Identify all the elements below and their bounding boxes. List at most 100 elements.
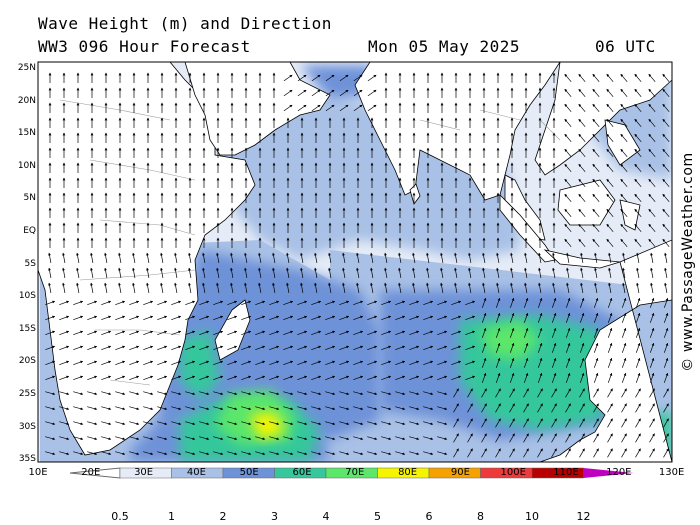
direction-arrow [283, 421, 294, 426]
direction-arrow [580, 252, 584, 263]
direction-arrow [115, 300, 126, 306]
direction-arrow [115, 315, 126, 321]
direction-arrow [537, 418, 543, 428]
direction-arrow [272, 267, 276, 278]
direction-arrow [202, 282, 206, 293]
direction-arrow [551, 403, 557, 413]
direction-arrow [592, 73, 600, 83]
legend-tick: 3 [271, 510, 278, 523]
direction-arrow [608, 252, 612, 263]
direction-arrow [495, 327, 501, 338]
direction-arrow [437, 345, 448, 351]
direction-arrow [367, 421, 378, 426]
direction-arrow [101, 391, 112, 396]
direction-arrow [272, 252, 276, 263]
direction-arrow [199, 375, 210, 381]
direction-arrow [510, 267, 514, 278]
direction-arrow [241, 375, 252, 381]
direction-arrow [395, 421, 406, 426]
direction-arrow [213, 451, 224, 456]
direction-arrow [297, 391, 308, 396]
direction-arrow [495, 418, 501, 428]
legend-tick: 1 [168, 510, 175, 523]
direction-arrow [213, 436, 224, 441]
lat-label: 5N [23, 193, 36, 204]
direction-arrow [300, 282, 304, 293]
direction-arrow [157, 375, 168, 381]
direction-arrow [73, 315, 84, 321]
lat-label: 25S [18, 389, 36, 399]
direction-arrow [339, 421, 350, 426]
direction-arrow [565, 448, 571, 458]
direction-arrow [551, 297, 557, 308]
direction-arrow [537, 372, 543, 383]
direction-arrow [339, 345, 350, 351]
lon-label: 50E [239, 467, 259, 478]
direction-arrow [467, 448, 473, 458]
direction-arrow [649, 388, 655, 398]
direction-arrow [578, 193, 586, 203]
direction-arrow [353, 436, 364, 441]
direction-arrow [650, 252, 654, 263]
direction-arrow [565, 342, 571, 353]
direction-arrow [621, 372, 627, 383]
direction-arrow [283, 360, 294, 366]
lon-label: 100E [500, 467, 526, 478]
lon-label: 10E [28, 467, 48, 478]
direction-arrow [578, 208, 586, 218]
direction-arrow [230, 252, 234, 263]
direction-arrow [495, 297, 501, 308]
direction-arrow [241, 451, 252, 456]
direction-arrow [565, 372, 571, 383]
direction-arrow [636, 282, 640, 293]
direction-arrow [606, 88, 614, 98]
direction-arrow [241, 436, 252, 441]
direction-arrow [437, 375, 448, 381]
direction-arrow [311, 406, 322, 411]
direction-arrow [185, 436, 196, 441]
direction-arrow [227, 360, 238, 366]
direction-arrow [45, 436, 56, 441]
direction-arrow [146, 252, 150, 263]
direction-arrow [353, 375, 364, 381]
direction-arrow [606, 73, 614, 83]
direction-arrow [297, 104, 307, 112]
direction-arrow [592, 133, 600, 143]
direction-arrow [199, 360, 210, 366]
direction-arrow [353, 104, 363, 112]
direction-arrow [592, 238, 600, 248]
direction-arrow [423, 300, 434, 306]
direction-arrow [101, 406, 112, 411]
direction-arrow [143, 360, 154, 366]
direction-arrow [621, 418, 627, 428]
direction-arrow [663, 327, 669, 338]
direction-arrow [395, 436, 406, 441]
direction-arrow [465, 330, 476, 336]
direction-arrow [649, 418, 655, 428]
direction-arrow [496, 252, 500, 263]
direction-arrow [409, 330, 420, 336]
direction-arrow [423, 360, 434, 366]
direction-arrow [286, 267, 290, 278]
direction-arrow [662, 238, 670, 248]
direction-arrow [523, 342, 529, 353]
direction-arrow [465, 360, 476, 366]
direction-arrow [423, 330, 434, 336]
direction-arrow [662, 103, 670, 113]
direction-arrow [381, 375, 392, 381]
direction-arrow [129, 360, 140, 366]
direction-arrow [73, 451, 84, 456]
direction-arrow [664, 267, 668, 278]
direction-arrow [437, 330, 448, 336]
direction-arrow [115, 451, 126, 456]
direction-arrow [73, 330, 84, 336]
direction-arrow [551, 448, 557, 458]
direction-arrow [325, 89, 335, 97]
direction-arrow [481, 297, 487, 308]
direction-arrow [467, 433, 473, 443]
direction-arrow [101, 315, 112, 321]
direction-arrow [45, 421, 56, 426]
direction-arrow [342, 252, 346, 263]
direction-arrow [146, 267, 150, 278]
direction-arrow [48, 267, 52, 278]
